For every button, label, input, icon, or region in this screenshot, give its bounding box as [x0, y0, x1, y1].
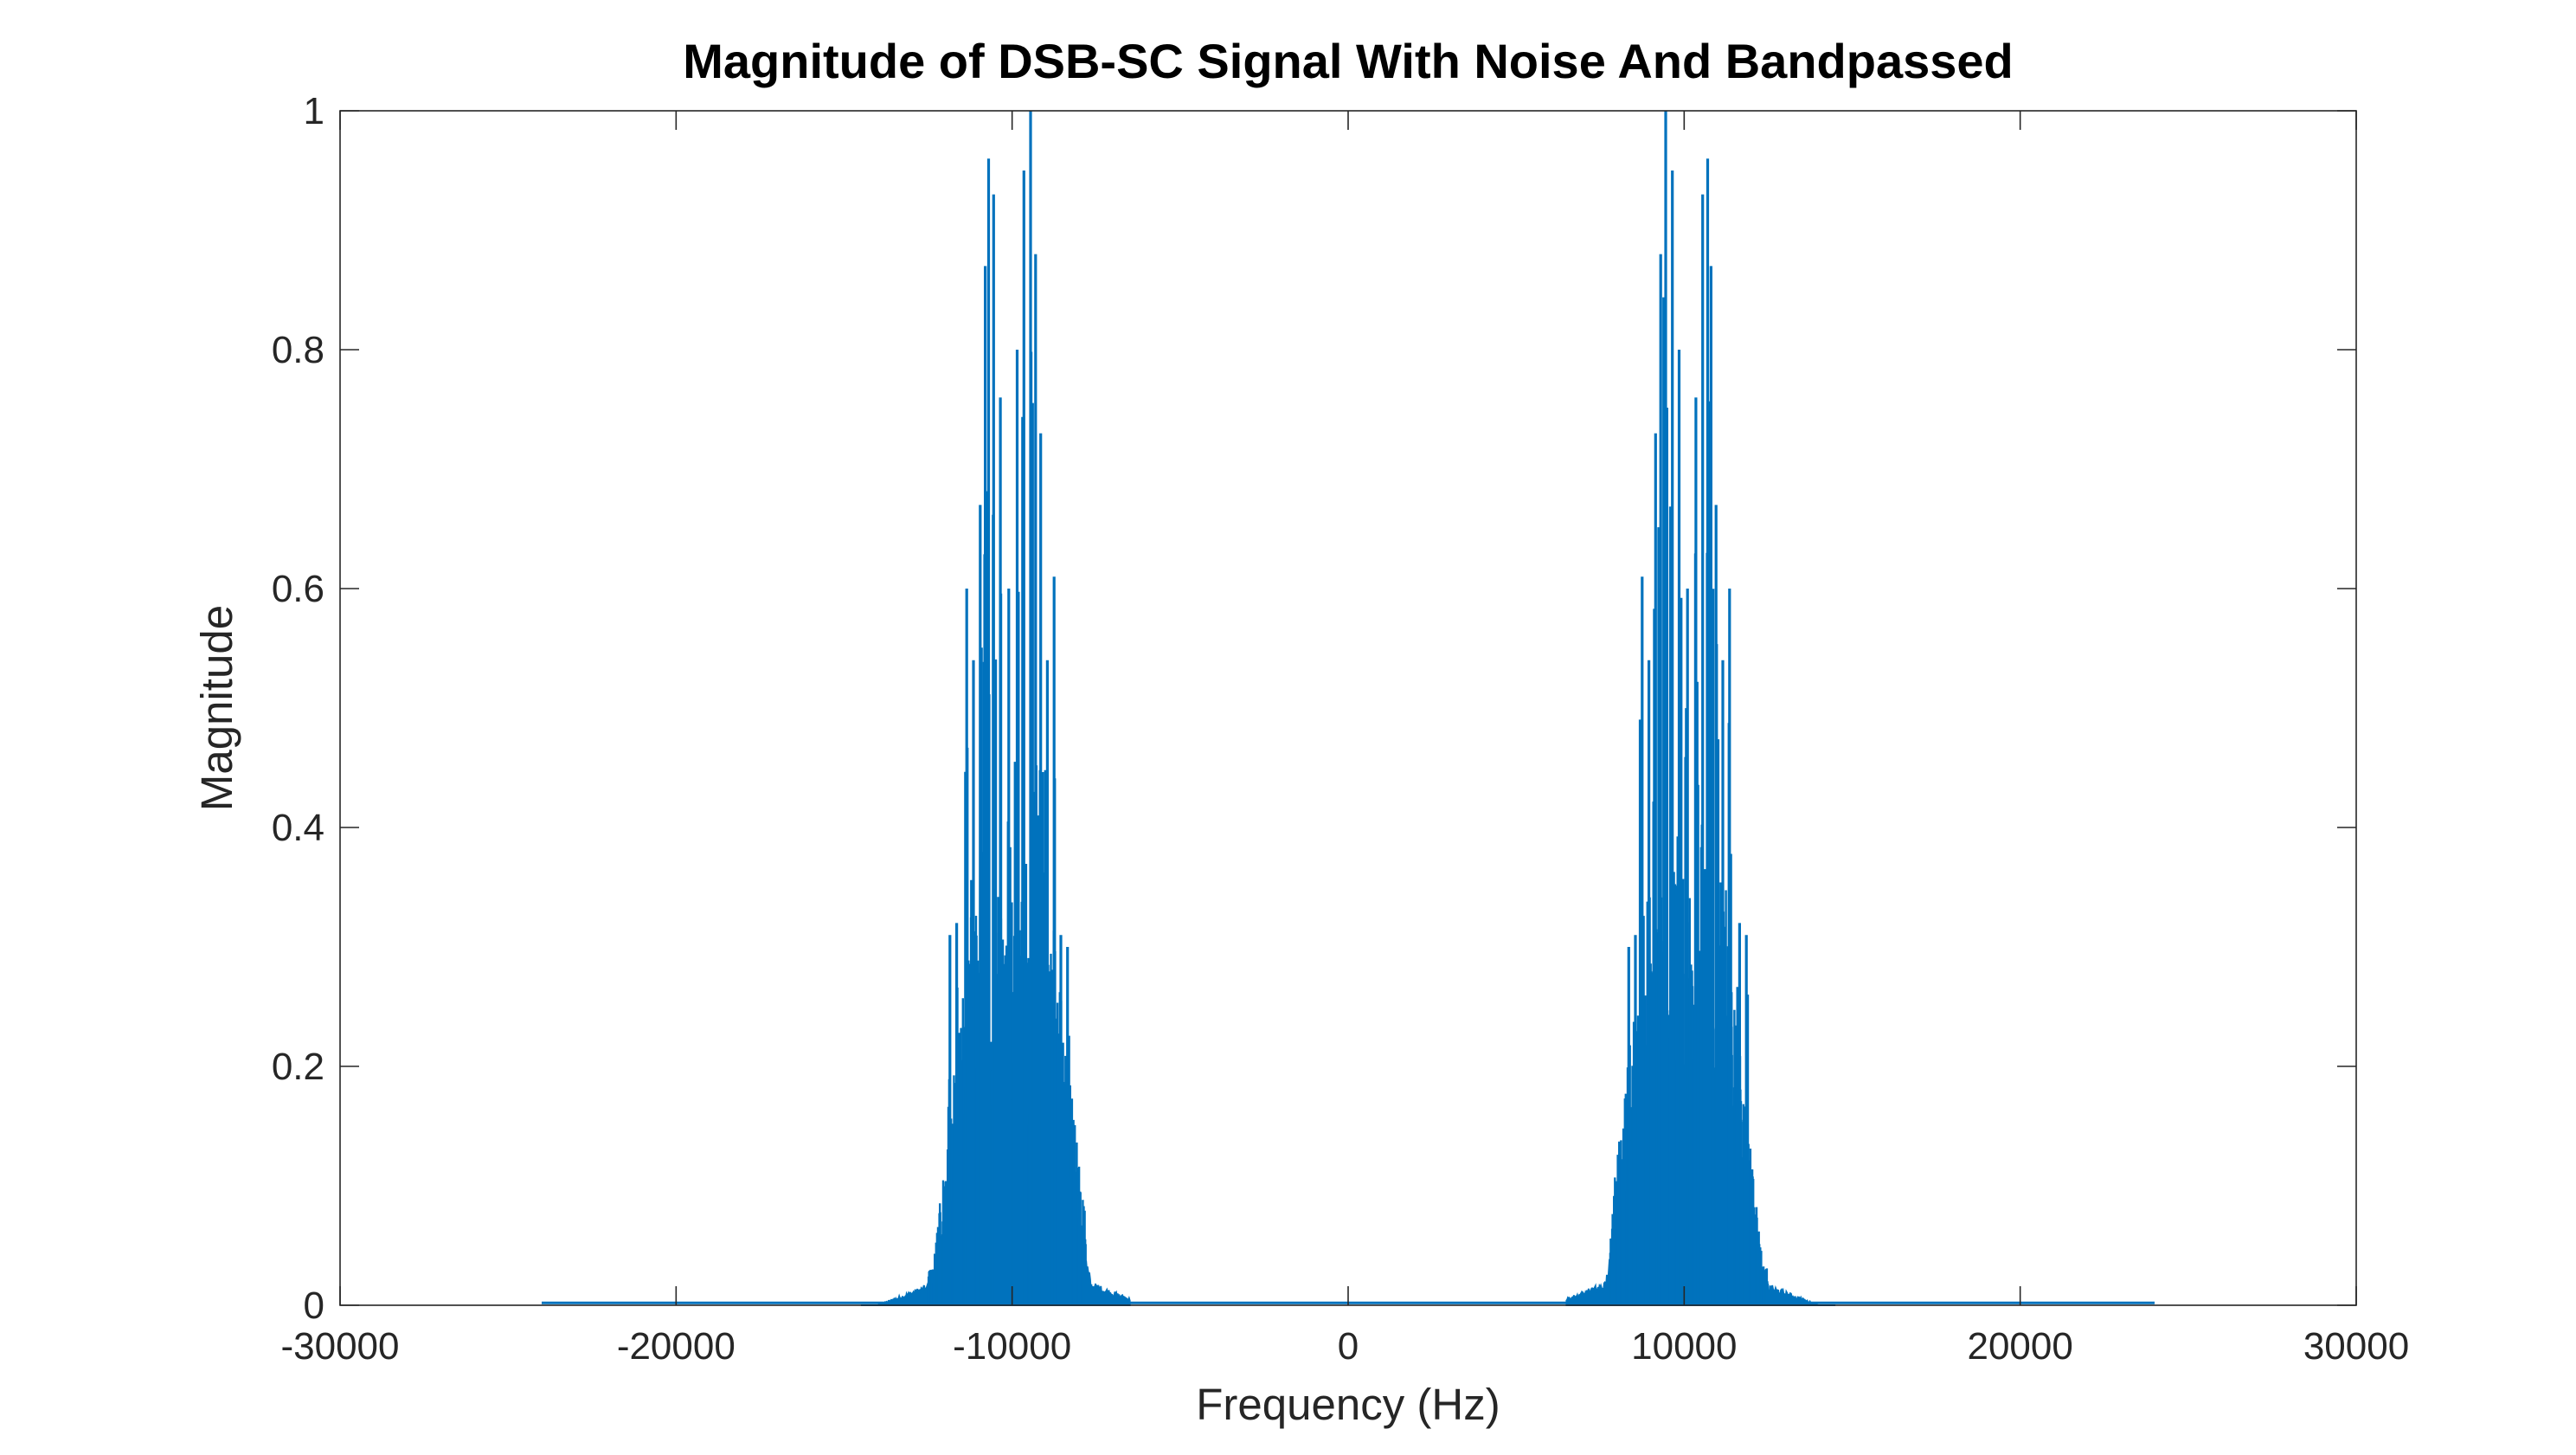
x-tick-label: 20000 — [1967, 1325, 2072, 1368]
x-tick-label: -30000 — [280, 1325, 399, 1368]
y-tick-label: 0.2 — [272, 1046, 324, 1088]
y-tick-label: 0 — [304, 1284, 324, 1327]
y-tick-label: 0.4 — [272, 807, 324, 849]
y-tick-label: 1 — [304, 90, 324, 132]
plot-layer — [542, 111, 2155, 1306]
axes-layer: -30000 -20000 -10000 0 10000 20000 30000 0 0.2 0.… — [272, 90, 2409, 1368]
y-tick-label: 0.8 — [272, 329, 324, 371]
x-tick-label: 30000 — [2303, 1325, 2409, 1368]
sideband-positive — [1565, 111, 1836, 1306]
x-tick-label: 10000 — [1631, 1325, 1737, 1368]
chart-title: Magnitude of DSB-SC Signal With Noise An… — [683, 34, 2013, 88]
sideband-negative — [860, 111, 1131, 1306]
x-axis-label: Frequency (Hz) — [1196, 1380, 1500, 1429]
y-axis-label: Magnitude — [192, 605, 241, 811]
y-tick-label: 0.6 — [272, 568, 324, 610]
x-tick-label: -10000 — [953, 1325, 1071, 1368]
x-tick-label: 0 — [1338, 1325, 1359, 1368]
x-tick-label: -20000 — [617, 1325, 736, 1368]
